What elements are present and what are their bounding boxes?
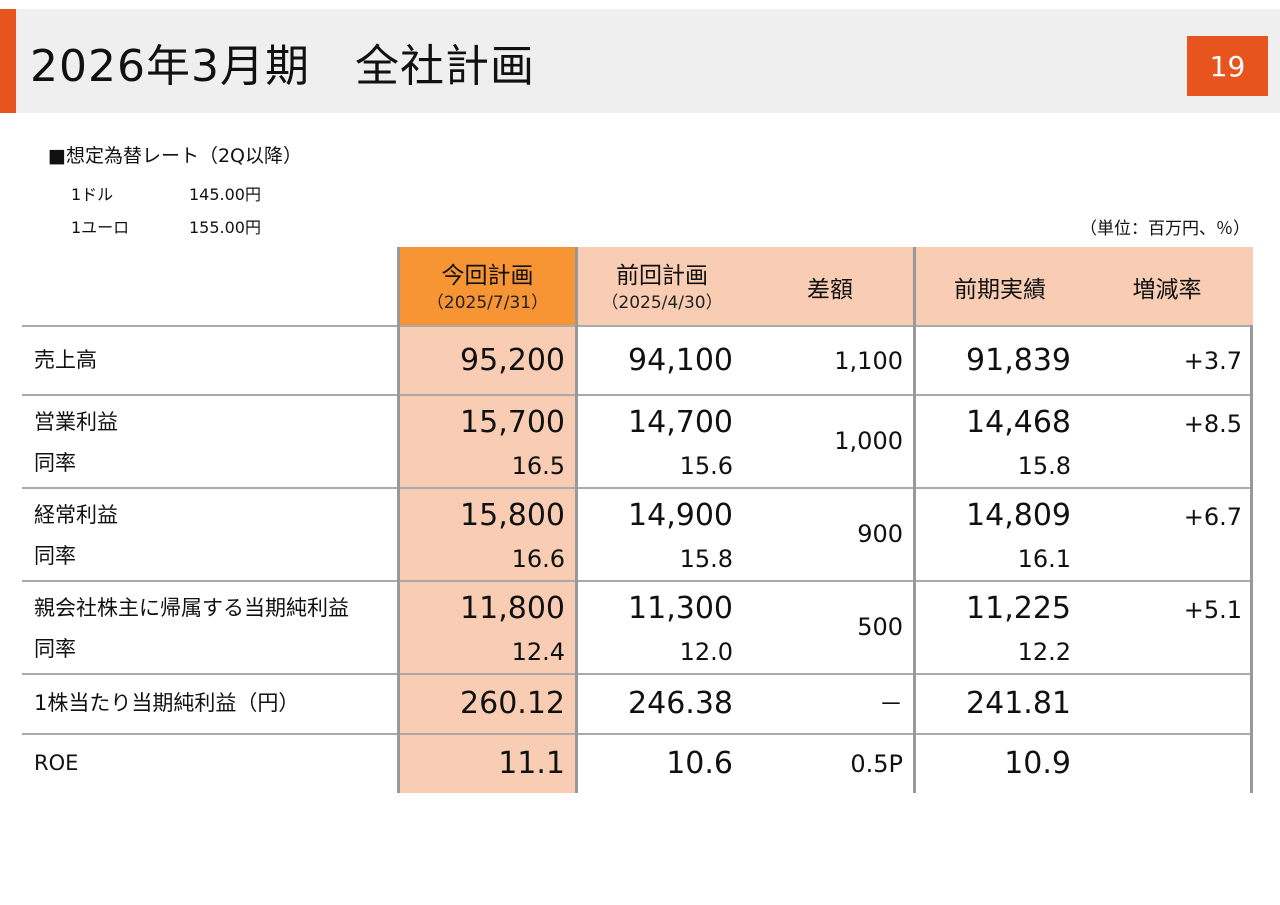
page-title: 2026年3月期 全社計画 <box>30 41 535 92</box>
column-divider <box>913 247 916 793</box>
col-header-change-rate: 増減率 <box>1132 277 1202 303</box>
col-header-previous-plan: 前回計画 <box>616 263 708 289</box>
change-rate-value: +3.7 <box>1183 347 1242 375</box>
fx-currency: 1ユーロ <box>71 218 130 237</box>
difference-value: 500 <box>857 613 903 641</box>
prior-actual-value: 14,468 <box>966 405 1071 440</box>
previous-plan-value: 14,900 <box>628 498 733 533</box>
fx-currency: 1ドル <box>71 185 114 204</box>
previous-plan-ratio: 15.6 <box>679 452 733 480</box>
col-header-current-plan-date: （2025/7/31） <box>426 293 549 313</box>
row-divider <box>22 487 1253 489</box>
fx-assumption-heading: ■想定為替レート（2Q以降） <box>48 145 302 167</box>
prior-actual-value: 91,839 <box>966 343 1071 378</box>
column-divider <box>1250 325 1253 793</box>
row-divider <box>22 580 1253 582</box>
row-sublabel: 同率 <box>34 544 76 568</box>
prior-actual-value: 10.9 <box>1004 746 1071 781</box>
row-label: 1株当たり当期純利益（円） <box>34 691 300 715</box>
previous-plan-value: 246.38 <box>628 686 733 721</box>
row-divider <box>22 733 1253 735</box>
header-band <box>0 9 1280 113</box>
difference-value: 0.5P <box>850 750 903 778</box>
page-number-badge: 19 <box>1187 36 1268 96</box>
plan-table: 今回計画 （2025/7/31） 前回計画 （2025/4/30） 差額 前期実… <box>22 247 1253 793</box>
previous-plan-value: 14,700 <box>628 405 733 440</box>
change-rate-value: +8.5 <box>1183 410 1242 438</box>
col-header-prior-actual: 前期実績 <box>954 277 1046 303</box>
current-plan-value: 15,700 <box>460 405 565 440</box>
row-divider <box>22 673 1253 675</box>
col-header-difference: 差額 <box>807 277 853 303</box>
current-plan-value: 95,200 <box>460 343 565 378</box>
row-label: 営業利益 <box>34 410 118 434</box>
row-label: ROE <box>34 751 79 775</box>
previous-plan-value: 94,100 <box>628 343 733 378</box>
col-header-current-plan: 今回計画 <box>441 263 534 289</box>
previous-plan-ratio: 15.8 <box>679 545 733 573</box>
prior-actual-ratio: 16.1 <box>1017 545 1071 573</box>
difference-value: 1,000 <box>834 427 903 455</box>
prior-actual-value: 11,225 <box>966 591 1071 626</box>
row-divider <box>22 325 1253 327</box>
difference-value: － <box>879 690 903 718</box>
current-plan-ratio: 16.6 <box>511 545 565 573</box>
fx-rate-row: 1ユーロ 155.00円 <box>71 214 261 238</box>
fx-rate: 145.00円 <box>189 185 261 204</box>
prior-actual-value: 241.81 <box>966 686 1071 721</box>
difference-value: 900 <box>857 520 903 548</box>
current-plan-column-highlight <box>398 325 577 793</box>
change-rate-value: +5.1 <box>1183 596 1242 624</box>
current-plan-value: 15,800 <box>460 498 565 533</box>
col-header-previous-plan-date: （2025/4/30） <box>601 293 723 313</box>
current-plan-value: 260.12 <box>460 686 565 721</box>
current-plan-value: 11.1 <box>498 746 565 781</box>
change-rate-value: +6.7 <box>1183 503 1242 531</box>
difference-value: 1,100 <box>834 347 903 375</box>
prior-actual-value: 14,809 <box>966 498 1071 533</box>
current-plan-value: 11,800 <box>460 591 565 626</box>
row-divider <box>22 394 1253 396</box>
row-sublabel: 同率 <box>34 637 76 661</box>
current-plan-ratio: 16.5 <box>511 452 565 480</box>
unit-note: （単位：百万円、％） <box>1080 219 1250 239</box>
fx-rate: 155.00円 <box>189 218 261 237</box>
row-label: 売上高 <box>34 348 97 372</box>
column-divider <box>397 247 400 793</box>
row-label: 親会社株主に帰属する当期純利益 <box>34 596 349 620</box>
row-label: 経常利益 <box>34 503 118 527</box>
row-sublabel: 同率 <box>34 451 76 475</box>
header-cell-current <box>398 247 577 325</box>
column-divider <box>575 247 578 793</box>
prior-actual-ratio: 12.2 <box>1017 638 1071 666</box>
header-accent-bar <box>0 9 16 113</box>
current-plan-ratio: 12.4 <box>511 638 565 666</box>
prior-actual-ratio: 15.8 <box>1017 452 1071 480</box>
previous-plan-value: 10.6 <box>666 746 733 781</box>
previous-plan-ratio: 12.0 <box>679 638 733 666</box>
fx-rate-row: 1ドル 145.00円 <box>71 181 261 205</box>
previous-plan-value: 11,300 <box>628 591 733 626</box>
